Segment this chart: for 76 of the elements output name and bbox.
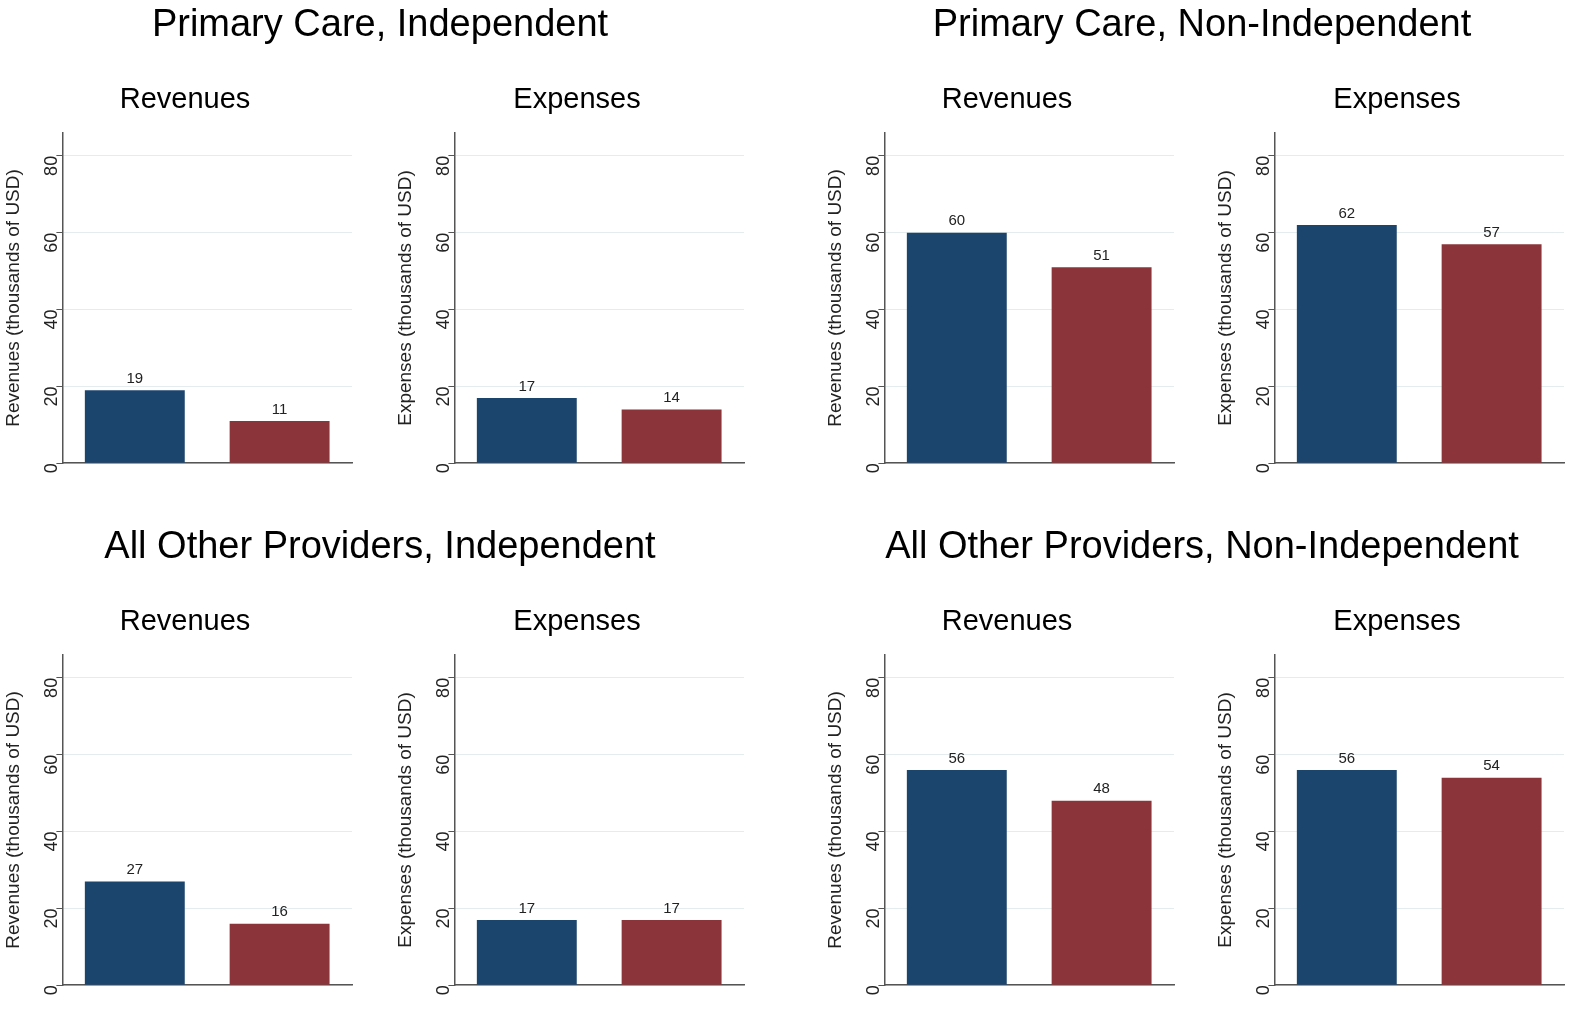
data-label: 56	[948, 748, 966, 766]
data-label: 27	[126, 860, 144, 878]
data-label: 60	[948, 211, 966, 229]
y-tick-label: 20	[1253, 386, 1274, 407]
y-tick-label: 60	[1253, 232, 1274, 253]
y-tick-label: 20	[863, 908, 884, 929]
y-tick-label: 0	[863, 463, 884, 474]
data-label: 19	[126, 368, 144, 386]
y-tick-label: 60	[863, 754, 884, 775]
y-tick-label: 0	[433, 985, 454, 996]
y-tick-label: 80	[433, 155, 454, 176]
data-label: 17	[518, 898, 536, 916]
data-label: 62	[1338, 203, 1356, 221]
data-label: 17	[518, 376, 536, 394]
y-tick-label: 40	[863, 831, 884, 852]
y-tick-label: 20	[41, 386, 62, 407]
y-tick-label: 20	[41, 908, 62, 929]
data-label: 57	[1483, 222, 1500, 240]
data-label: 48	[1093, 779, 1110, 797]
y-tick-label: 60	[41, 232, 62, 253]
y-tick-label: 20	[863, 386, 884, 407]
y-tick-label: 0	[1253, 463, 1274, 474]
y-tick-label: 40	[433, 309, 454, 330]
chart-subtitle: Revenues	[940, 82, 1074, 115]
chart-title: Primary Care, Non-Independent	[931, 2, 1473, 45]
y-tick-label: 60	[1253, 754, 1274, 775]
chart-subtitle: Revenues	[118, 82, 252, 115]
y-tick-label: 20	[1253, 908, 1274, 929]
y-axis-title: Expenses (thousands of USD)	[1213, 170, 1235, 426]
chart-subtitle: Expenses	[1332, 604, 1462, 637]
y-tick-label: 40	[433, 831, 454, 852]
chart-subtitle: Expenses	[512, 604, 642, 637]
y-tick-label: 80	[1253, 677, 1274, 698]
y-axis-title: Revenues (thousands of USD)	[823, 691, 845, 949]
data-label: 56	[1338, 748, 1356, 766]
y-tick-label: 80	[863, 677, 884, 698]
y-tick-label: 80	[433, 677, 454, 698]
y-tick-label: 60	[863, 232, 884, 253]
y-tick-label: 40	[863, 309, 884, 330]
y-axis-title: Revenues (thousands of USD)	[1, 169, 23, 427]
chart-title: All Other Providers, Non-Independent	[884, 524, 1520, 567]
chart-subtitle: Expenses	[512, 82, 642, 115]
y-tick-label: 60	[433, 754, 454, 775]
y-tick-label: 20	[433, 386, 454, 407]
y-tick-label: 60	[433, 232, 454, 253]
y-tick-label: 40	[1253, 309, 1274, 330]
chart-subtitle: Revenues	[940, 604, 1074, 637]
y-tick-label: 40	[41, 309, 62, 330]
data-label: 11	[271, 399, 288, 417]
chart-title: All Other Providers, Independent	[103, 524, 657, 567]
y-tick-label: 0	[1253, 985, 1274, 996]
y-tick-label: 80	[863, 155, 884, 176]
data-label: 17	[663, 898, 680, 916]
y-axis-title: Revenues (thousands of USD)	[1, 691, 23, 949]
y-tick-label: 40	[41, 831, 62, 852]
y-tick-label: 0	[433, 463, 454, 474]
y-tick-label: 80	[41, 677, 62, 698]
y-axis-title: Expenses (thousands of USD)	[393, 692, 415, 948]
chart-subtitle: Revenues	[118, 604, 252, 637]
y-tick-label: 80	[41, 155, 62, 176]
y-axis-title: Revenues (thousands of USD)	[823, 169, 845, 427]
y-tick-label: 0	[41, 463, 62, 474]
chart-title: Primary Care, Independent	[150, 2, 610, 45]
data-label: 16	[271, 902, 288, 920]
y-tick-label: 40	[1253, 831, 1274, 852]
data-label: 14	[663, 388, 680, 406]
y-axis-title: Expenses (thousands of USD)	[1213, 692, 1235, 948]
y-tick-label: 80	[1253, 155, 1274, 176]
y-tick-label: 60	[41, 754, 62, 775]
chart-subtitle: Expenses	[1332, 82, 1462, 115]
y-tick-label: 0	[41, 985, 62, 996]
data-label: 51	[1093, 245, 1110, 263]
data-label: 54	[1483, 756, 1500, 774]
y-axis-title: Expenses (thousands of USD)	[393, 170, 415, 426]
y-tick-label: 0	[863, 985, 884, 996]
y-tick-label: 20	[433, 908, 454, 929]
